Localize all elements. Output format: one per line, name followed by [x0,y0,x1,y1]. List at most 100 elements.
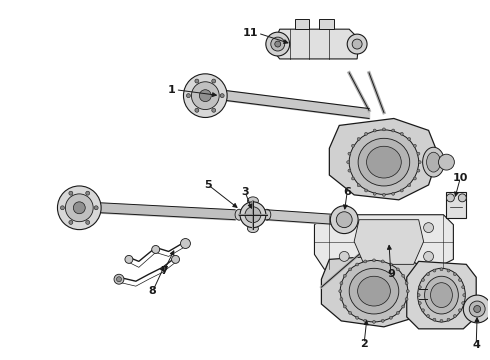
Circle shape [352,39,362,49]
Ellipse shape [427,152,441,172]
Circle shape [408,184,411,187]
Ellipse shape [417,268,466,322]
Circle shape [418,302,421,305]
Circle shape [125,255,133,264]
Circle shape [74,202,85,214]
Circle shape [372,259,375,262]
Circle shape [343,274,346,277]
Circle shape [86,191,90,195]
Circle shape [417,169,420,172]
Circle shape [60,206,64,210]
Circle shape [396,311,399,314]
Circle shape [433,318,436,321]
Circle shape [192,82,219,109]
Ellipse shape [235,209,243,220]
Circle shape [199,90,211,102]
Circle shape [447,269,450,272]
Ellipse shape [422,147,444,177]
Text: 10: 10 [453,173,468,183]
Circle shape [462,302,465,305]
Text: 1: 1 [168,85,175,95]
Circle shape [469,301,485,317]
Circle shape [424,223,434,233]
Polygon shape [329,118,439,200]
Circle shape [339,251,349,261]
Circle shape [440,268,443,271]
Circle shape [65,194,93,222]
Circle shape [439,154,454,170]
Circle shape [433,269,436,272]
Circle shape [372,320,375,323]
Ellipse shape [431,283,452,307]
Circle shape [459,278,462,282]
Circle shape [117,277,122,282]
Circle shape [240,202,266,228]
Circle shape [459,309,462,312]
Circle shape [180,239,191,248]
Text: 6: 6 [343,187,351,197]
Circle shape [348,152,351,155]
Circle shape [364,319,367,322]
Circle shape [351,144,354,147]
Circle shape [458,194,466,202]
Circle shape [114,274,124,284]
Circle shape [351,177,354,180]
Ellipse shape [340,260,408,322]
Circle shape [402,305,405,308]
Circle shape [427,315,430,318]
Ellipse shape [263,209,271,220]
Circle shape [400,189,403,192]
Polygon shape [354,220,424,264]
Circle shape [195,79,199,83]
Circle shape [347,34,367,54]
Circle shape [417,294,420,297]
Circle shape [414,144,416,147]
Circle shape [424,251,434,261]
Circle shape [69,220,73,224]
Circle shape [86,220,90,224]
Circle shape [357,184,360,187]
Text: 8: 8 [149,286,157,296]
Circle shape [212,108,216,112]
Circle shape [421,278,424,282]
Circle shape [390,263,392,266]
Text: 3: 3 [241,187,249,197]
Circle shape [406,290,409,293]
Circle shape [474,306,481,312]
Circle shape [340,282,343,285]
Circle shape [349,311,352,314]
Circle shape [402,274,405,277]
Circle shape [400,132,403,135]
Circle shape [364,260,367,263]
Circle shape [172,255,179,264]
Text: 4: 4 [472,340,480,350]
Circle shape [440,319,443,323]
Circle shape [453,273,456,276]
Circle shape [348,169,351,172]
Circle shape [365,132,368,135]
Circle shape [464,295,490,323]
Circle shape [266,32,290,56]
Circle shape [382,128,386,131]
Ellipse shape [367,146,401,178]
Circle shape [356,316,359,319]
Circle shape [390,316,392,319]
Circle shape [414,177,416,180]
Circle shape [392,129,394,132]
Circle shape [418,161,421,164]
Circle shape [183,74,227,117]
Ellipse shape [349,268,399,314]
Circle shape [339,290,342,293]
Circle shape [381,260,384,263]
Circle shape [365,189,368,192]
Circle shape [427,273,430,276]
Circle shape [347,161,350,164]
Circle shape [343,305,346,308]
Circle shape [405,282,408,285]
Circle shape [408,138,411,140]
Text: 9: 9 [387,269,395,279]
Polygon shape [272,29,359,59]
Circle shape [57,186,101,230]
Polygon shape [407,261,476,329]
Circle shape [418,285,421,289]
